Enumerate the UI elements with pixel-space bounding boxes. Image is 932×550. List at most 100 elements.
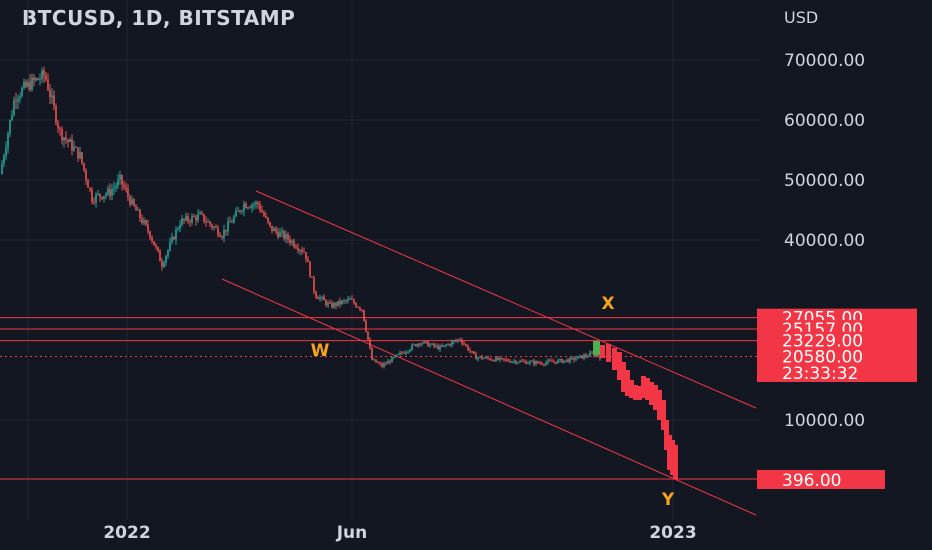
candle: [57, 119, 59, 134]
candle: [429, 342, 431, 348]
candle: [155, 243, 157, 250]
candle: [205, 216, 207, 227]
x-tick-label: Jun: [336, 523, 368, 543]
projection-candle: [621, 362, 626, 392]
candle-body: [511, 361, 513, 363]
candle-body: [423, 341, 425, 344]
candle-body: [5, 147, 7, 157]
projection-candle: [641, 376, 646, 398]
candle-body: [563, 360, 565, 363]
candle: [367, 331, 369, 342]
candle: [581, 355, 583, 359]
candle: [101, 196, 103, 200]
candle-body: [341, 300, 343, 305]
candle: [109, 183, 111, 200]
candle: [197, 209, 199, 223]
candle-body: [243, 203, 245, 211]
candle: [501, 357, 503, 361]
x-tick-label: 2022: [103, 523, 150, 543]
candle-body: [149, 231, 151, 238]
candle-body: [447, 344, 449, 346]
candle-body: [105, 193, 107, 196]
candle-body: [313, 277, 315, 292]
candle: [479, 356, 481, 359]
candle: [553, 359, 555, 364]
candle: [473, 351, 475, 355]
candle-body: [507, 359, 509, 362]
candle: [119, 170, 121, 185]
projection-candle: [633, 385, 638, 400]
candle-body: [455, 340, 457, 342]
candle: [261, 205, 263, 213]
candle-body: [289, 239, 291, 243]
candle: [431, 343, 433, 346]
price-tag: 20580.00: [757, 347, 917, 368]
candle-body: [389, 361, 391, 363]
candle-body: [137, 209, 139, 211]
projection-candle: [667, 435, 672, 470]
candle: [21, 85, 23, 98]
candle: [43, 66, 45, 83]
candle-body: [3, 156, 5, 164]
candle-body: [397, 354, 399, 356]
candle: [383, 361, 385, 369]
candle-body: [147, 224, 149, 232]
candle: [241, 209, 243, 215]
candle: [313, 275, 315, 295]
candle-body: [169, 242, 171, 251]
candle-body: [271, 225, 273, 232]
candle: [89, 187, 91, 193]
candle: [177, 226, 179, 232]
candle-body: [29, 81, 31, 90]
candle: [31, 73, 33, 92]
candle-body: [279, 232, 281, 237]
candle: [213, 225, 215, 231]
candle: [325, 298, 327, 307]
candle-body: [329, 302, 331, 304]
candle-body: [143, 220, 145, 224]
y-tick-label: 60000.00: [784, 111, 865, 131]
candle-body: [297, 248, 299, 251]
candle-body: [429, 344, 431, 347]
candle: [397, 353, 399, 356]
candle-body: [323, 296, 325, 301]
candle-body: [45, 75, 47, 80]
candle-body: [359, 307, 361, 310]
candle-body: [371, 348, 373, 360]
candle: [187, 212, 189, 225]
candle-body: [551, 360, 553, 362]
candle: [291, 239, 293, 246]
candle-body: [177, 228, 179, 230]
candle-body: [503, 358, 505, 360]
candle-body: [471, 351, 473, 353]
candle-body: [303, 251, 305, 253]
candle-body: [203, 214, 205, 222]
candle-body: [247, 207, 249, 209]
candle-body: [179, 225, 181, 229]
candle: [363, 309, 365, 322]
candle-body: [573, 357, 575, 360]
candle-body: [135, 205, 137, 211]
candle-body: [533, 360, 535, 365]
candle-body: [531, 360, 533, 362]
candle: [359, 306, 361, 312]
candle-body: [63, 137, 65, 141]
candle: [349, 296, 351, 300]
projection-candle: [612, 348, 617, 370]
y-tick-label: 40000.00: [784, 231, 865, 251]
candle-body: [83, 163, 85, 171]
projection-candle: [673, 445, 678, 479]
candle: [547, 358, 549, 365]
candle-body: [69, 139, 71, 142]
candle: [369, 336, 371, 350]
candle-body: [325, 300, 327, 306]
candle: [45, 71, 47, 82]
candle-body: [505, 359, 507, 361]
candle: [1, 159, 3, 175]
candle: [111, 184, 113, 200]
candle: [75, 145, 77, 148]
candle-body: [129, 196, 131, 205]
candle: [457, 339, 459, 344]
